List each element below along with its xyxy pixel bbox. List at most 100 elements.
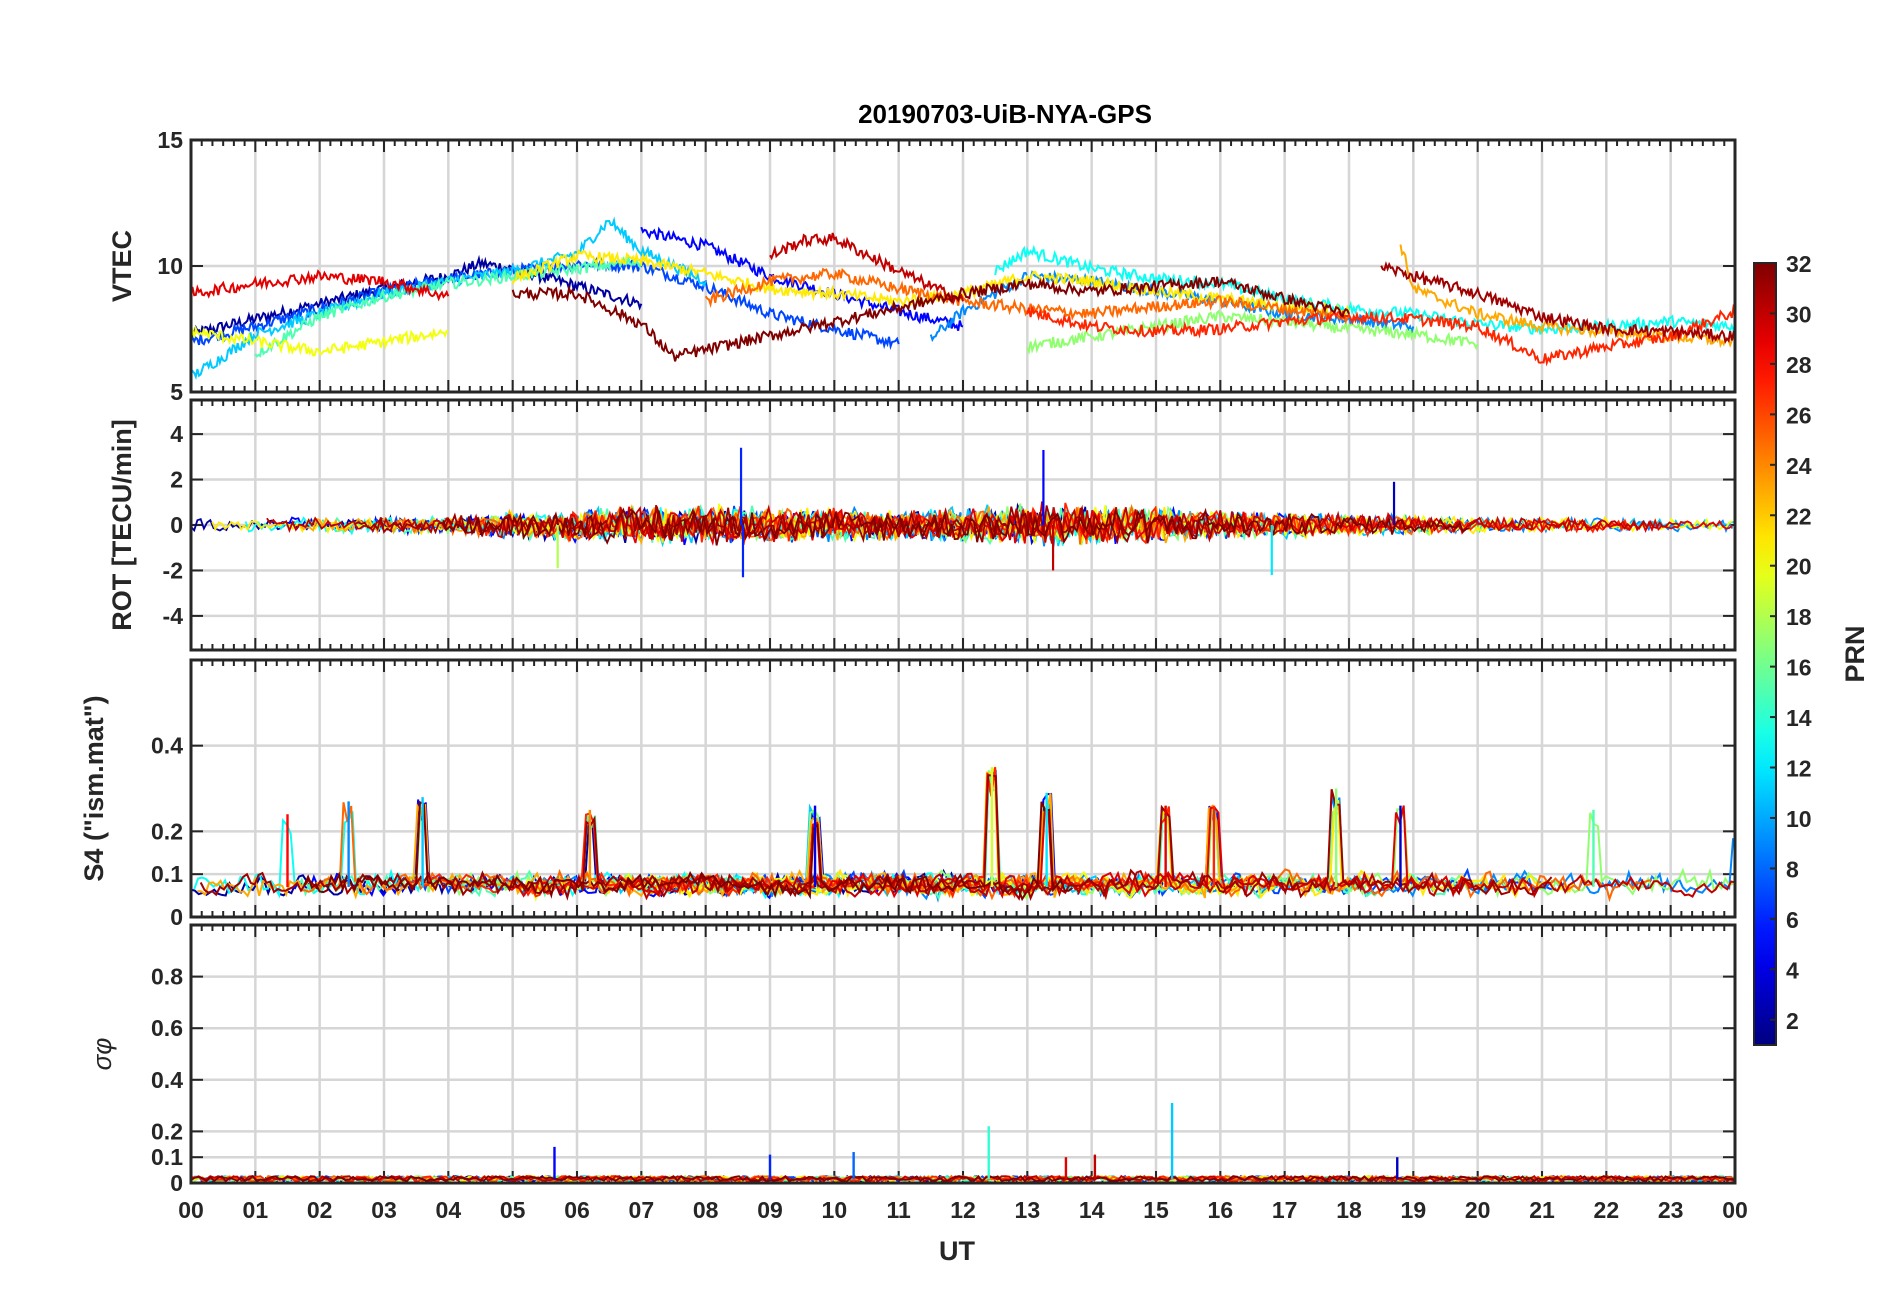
colorbar-tick-label: 32 <box>1786 251 1812 277</box>
x-tick-label: 23 <box>1658 1197 1684 1223</box>
x-tick-label: 01 <box>243 1197 269 1223</box>
sigma-lines <box>191 1103 1735 1183</box>
x-axis-label: UT <box>939 1236 975 1266</box>
x-tick-label: 21 <box>1529 1197 1555 1223</box>
x-tick-label: 12 <box>950 1197 976 1223</box>
axes-box <box>189 398 1737 652</box>
vtec-series-prn-29 <box>191 269 450 302</box>
x-tick-label: 14 <box>1079 1197 1105 1223</box>
vtec-series-prn-11 <box>191 216 707 381</box>
axes-box <box>189 138 1737 394</box>
x-tick-label: 02 <box>307 1197 333 1223</box>
colorbar-tick-label: 20 <box>1786 554 1812 580</box>
y-tick-label: 0.4 <box>151 1067 183 1093</box>
x-tick-label: 00 <box>1722 1197 1748 1223</box>
vtec-series-prn-15 <box>254 253 643 358</box>
y-tick-label: 0 <box>170 904 183 930</box>
y-tick-label: 0 <box>170 1170 183 1196</box>
sigma-phi-panel: 00.10.2 0.4 0.6 0.8 σφ <box>87 923 1737 1196</box>
y-tick-label: -4 <box>163 603 184 629</box>
vtec-series-prn-5 <box>640 226 964 331</box>
axes-box <box>189 923 1737 1185</box>
vtec-series-prn-23 <box>1399 244 1735 349</box>
rot-panel: -4 -2 0 2 4 ROT [TECU/min] <box>107 398 1737 652</box>
x-tick-label: 18 <box>1336 1197 1362 1223</box>
colorbar-tick-label: 10 <box>1786 806 1812 832</box>
vtec-panel: 5 10 15 VTEC <box>107 127 1737 405</box>
axes-box <box>189 658 1737 919</box>
y-tick-label: 0.1 <box>151 861 183 887</box>
sigma-y-label: σφ <box>87 1038 117 1071</box>
x-tick-label: 17 <box>1272 1197 1298 1223</box>
x-tick-label: 04 <box>436 1197 462 1223</box>
y-tick-label: 0.1 <box>151 1144 183 1170</box>
y-tick-label: 2 <box>170 467 183 493</box>
x-tick-label: 20 <box>1465 1197 1491 1223</box>
colorbar-tick-label: 6 <box>1786 907 1799 933</box>
vtec-series-prn-32 <box>511 274 1350 362</box>
x-tick-label: 19 <box>1401 1197 1427 1223</box>
x-tick-label: 05 <box>500 1197 526 1223</box>
colorbar-gradient <box>1753 262 1777 1046</box>
s4-lines <box>191 766 1735 903</box>
colorbar-tick-label: 28 <box>1786 352 1812 378</box>
rot-lines <box>191 447 1734 578</box>
x-tick-label: 06 <box>564 1197 590 1223</box>
y-tick-label: 0.2 <box>151 818 183 844</box>
x-tick-label: 03 <box>371 1197 397 1223</box>
colorbar-tick-label: 26 <box>1786 402 1812 428</box>
vtec-series-prn-20 <box>191 325 449 357</box>
colorbar-tick-label: 22 <box>1786 503 1812 529</box>
vtec-series-prn-27 <box>1026 303 1735 367</box>
rot-series-prn-31 <box>354 504 1254 545</box>
s4-y-label: S4 ("ism.mat") <box>79 695 109 881</box>
vtec-series-prn-21 <box>511 248 1350 319</box>
figure-title: 20190703-UiB-NYA-GPS <box>858 99 1152 129</box>
s4-series-prn-32 <box>303 800 1074 902</box>
rot-y-label: ROT [TECU/min] <box>107 419 137 630</box>
y-tick-label: -2 <box>163 557 183 583</box>
y-tick-label: 0.8 <box>151 964 183 990</box>
x-tick-label: 08 <box>693 1197 719 1223</box>
colorbar-tick-label: 30 <box>1786 301 1812 327</box>
x-tick-label: 13 <box>1015 1197 1041 1223</box>
y-tick-label: 10 <box>157 253 183 279</box>
s4-panel: 0 0.1 0.2 0.4 S4 ("ism.mat") <box>79 658 1737 930</box>
sigma-series-prn-32 <box>191 1174 1735 1183</box>
x-tick-label: 15 <box>1143 1197 1169 1223</box>
s4-series-prn-31 <box>199 774 1553 901</box>
x-tick-label: 07 <box>629 1197 655 1223</box>
x-tick-label: 22 <box>1594 1197 1620 1223</box>
colorbar-tick-label: 16 <box>1786 655 1812 681</box>
y-tick-label: 0.2 <box>151 1118 183 1144</box>
y-tick-label: 5 <box>170 379 183 405</box>
x-tick-label: 10 <box>822 1197 848 1223</box>
colorbar-tick-label: 4 <box>1786 957 1799 983</box>
y-tick-label: 15 <box>157 127 183 153</box>
vtec-lines <box>191 216 1735 381</box>
colorbar-label: PRN <box>1840 625 1870 682</box>
colorbar-tick-label: 2 <box>1786 1008 1799 1034</box>
x-tick-label: 16 <box>1208 1197 1234 1223</box>
y-tick-label: 0.6 <box>151 1015 183 1041</box>
vtec-series-prn-30 <box>769 232 964 306</box>
x-tick-label: 09 <box>757 1197 783 1223</box>
x-tick-label: 00 <box>178 1197 204 1223</box>
vtec-y-label: VTEC <box>107 230 137 302</box>
rot-series-prn-32 <box>442 507 1470 546</box>
colorbar-tick-label: 18 <box>1786 604 1812 630</box>
y-tick-label: 0.4 <box>151 733 183 759</box>
rot-series-prn-30 <box>266 501 1680 544</box>
colorbar-tick-label: 24 <box>1786 453 1812 479</box>
vtec-series-prn-31 <box>1380 260 1735 345</box>
colorbar-tick-label: 12 <box>1786 756 1812 782</box>
x-axis: 00 01 02 03 04 05 06 07 08 09 10 11 12 13 14 15 16 17 18 19… <box>178 1197 1748 1223</box>
x-tick-label: 11 <box>887 1197 912 1223</box>
colorbar-tick-label: 14 <box>1786 705 1812 731</box>
y-tick-label: 0 <box>170 512 183 538</box>
y-tick-label: 4 <box>170 421 183 447</box>
vtec-series-prn-9 <box>929 269 1415 343</box>
colorbar-tick-label: 8 <box>1786 856 1799 882</box>
